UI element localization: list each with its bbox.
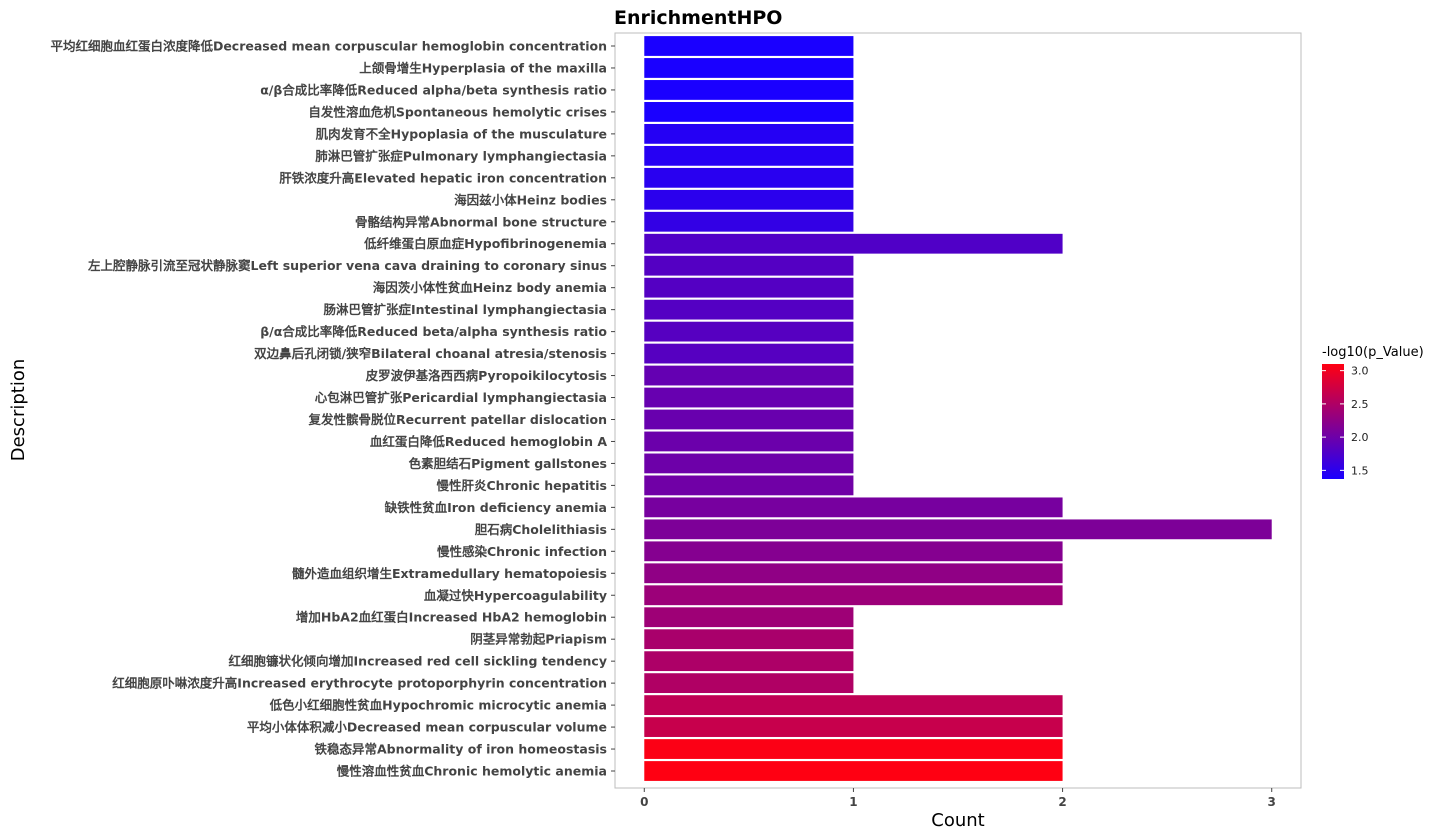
bar <box>644 277 854 298</box>
x-axis-title: Count <box>931 810 984 831</box>
y-tick-label: 骨骼结构异常Abnormal bone structure <box>355 214 607 229</box>
y-tick-label: 自发性溶血危机Spontaneous hemolytic crises <box>308 104 607 119</box>
y-tick-label: 低纤维蛋白原血症Hypofibrinogenemia <box>363 236 607 251</box>
bar <box>644 58 854 78</box>
y-tick-label: α/β合成比率降低Reduced alpha/beta synthesis ra… <box>260 82 607 97</box>
y-tick-label: 增加HbA2血红蛋白Increased HbA2 hemoglobin <box>296 610 607 625</box>
y-axis-title: Description <box>8 359 29 462</box>
y-tick-label: β/α合成比率降低Reduced beta/alpha synthesis ra… <box>260 324 607 339</box>
legend-tick-label: 3.0 <box>1351 365 1369 378</box>
y-tick-label: 平均红细胞血红蛋白浓度降低Decreased mean corpuscular … <box>50 39 607 54</box>
color-legend: -log10(p_Value) 1.5 2.0 2.5 3.0 <box>1322 345 1424 479</box>
y-tick-label: 海因茨小体性贫血Heinz body anemia <box>373 280 607 295</box>
legend-colorbar <box>1322 364 1344 479</box>
bar <box>644 651 854 672</box>
y-tick-label: 左上腔静脉引流至冠状静脉窦Left superior vena cava dra… <box>87 258 607 273</box>
y-tick-label: 色素胆结石Pigment gallstones <box>409 456 607 471</box>
bar <box>644 497 1063 518</box>
bar <box>644 585 1063 606</box>
x-tick-label: 1 <box>849 795 857 809</box>
bar <box>644 255 854 276</box>
legend-title: -log10(p_Value) <box>1322 345 1424 360</box>
y-tick-label: 血红蛋白降低Reduced hemoglobin A <box>370 434 607 449</box>
bar <box>644 629 854 650</box>
bar <box>644 673 854 694</box>
y-tick-label: 心包淋巴管扩张Pericardial lymphangiectasia <box>315 390 607 405</box>
x-tick-label: 3 <box>1268 795 1276 809</box>
y-tick-label: 铁稳态异常Abnormality of iron homeostasis <box>314 742 607 757</box>
bar <box>644 453 854 474</box>
y-tick-label: 红细胞原卟啉浓度升高Increased erythrocyte protopor… <box>112 676 607 691</box>
bar <box>644 80 854 100</box>
y-tick-label: 缺铁性贫血Iron deficiency anemia <box>385 500 607 515</box>
bar <box>644 167 854 188</box>
bar <box>644 102 854 122</box>
bar <box>644 695 1063 715</box>
y-tick-label: 慢性感染Chronic infection <box>437 544 607 559</box>
bar <box>644 145 854 166</box>
y-tick-label: 肌肉发育不全Hypoplasia of the musculature <box>315 126 607 141</box>
bar <box>644 431 854 452</box>
legend-tick-label: 1.5 <box>1351 464 1369 477</box>
bar <box>644 211 854 232</box>
bar <box>644 343 854 364</box>
bar <box>644 475 854 496</box>
bar <box>644 36 854 56</box>
legend-tick-label: 2.5 <box>1351 398 1369 411</box>
y-tick-label: 慢性肝炎Chronic hepatitis <box>437 478 608 493</box>
bar <box>644 761 1063 781</box>
bar <box>644 541 1063 562</box>
bar <box>644 387 854 408</box>
x-tick-label: 0 <box>640 795 648 809</box>
legend-ticks: 1.5 2.0 2.5 3.0 <box>1322 365 1369 477</box>
bar <box>644 299 854 320</box>
bar <box>644 189 854 210</box>
x-tick-labels: 0 1 2 3 <box>640 788 1276 809</box>
legend-tick-label: 2.0 <box>1351 431 1369 444</box>
y-tick-label: 海因兹小体Heinz bodies <box>454 192 607 207</box>
y-tick-label: 复发性髌骨脱位Recurrent patellar dislocation <box>308 412 607 427</box>
bar <box>644 409 854 430</box>
bar <box>644 563 1063 584</box>
bar <box>644 717 1063 737</box>
x-tick-label: 2 <box>1058 795 1066 809</box>
y-tick-label: 平均小体体积减小Decreased mean corpuscular volum… <box>247 720 607 735</box>
bar <box>644 123 854 144</box>
y-tick-label: 红细胞镰状化倾向增加Increased red cell sickling te… <box>229 654 607 669</box>
bar <box>644 321 854 342</box>
bars-layer <box>644 36 1272 781</box>
bar <box>644 519 1272 540</box>
y-tick-label: 双边鼻后孔闭锁/狭窄Bilateral choanal atresia/sten… <box>253 346 607 361</box>
bar <box>644 739 1063 759</box>
y-tick-label: 慢性溶血性贫血Chronic hemolytic anemia <box>337 764 607 779</box>
y-tick-label: 髓外造血组织增生Extramedullary hematopoiesis <box>292 566 607 581</box>
y-tick-label: 低色小红细胞性贫血Hypochromic microcytic anemia <box>269 698 607 713</box>
y-tick-label: 皮罗波伊基洛西西病Pyropoikilocytosis <box>365 368 607 383</box>
bar <box>644 365 854 386</box>
y-tick-label: 肺淋巴管扩张症Pulmonary lymphangiectasia <box>315 148 607 163</box>
y-tick-label: 阴茎异常勃起Priapism <box>470 632 607 647</box>
bar <box>644 233 1063 254</box>
y-tick-labels: 平均红细胞血红蛋白浓度降低Decreased mean corpuscular … <box>50 39 615 779</box>
y-tick-label: 肝铁浓度升高Elevated hepatic iron concentratio… <box>279 170 607 185</box>
bar <box>644 607 854 628</box>
y-tick-label: 上颌骨增生Hyperplasia of the maxilla <box>359 60 607 75</box>
chart-title: EnrichmentHPO <box>614 7 782 29</box>
y-tick-label: 肠淋巴管扩张症Intestinal lymphangiectasia <box>323 302 607 317</box>
y-tick-label: 血凝过快Hypercoagulability <box>424 588 607 603</box>
y-tick-label: 胆石病Cholelithiasis <box>475 522 607 537</box>
